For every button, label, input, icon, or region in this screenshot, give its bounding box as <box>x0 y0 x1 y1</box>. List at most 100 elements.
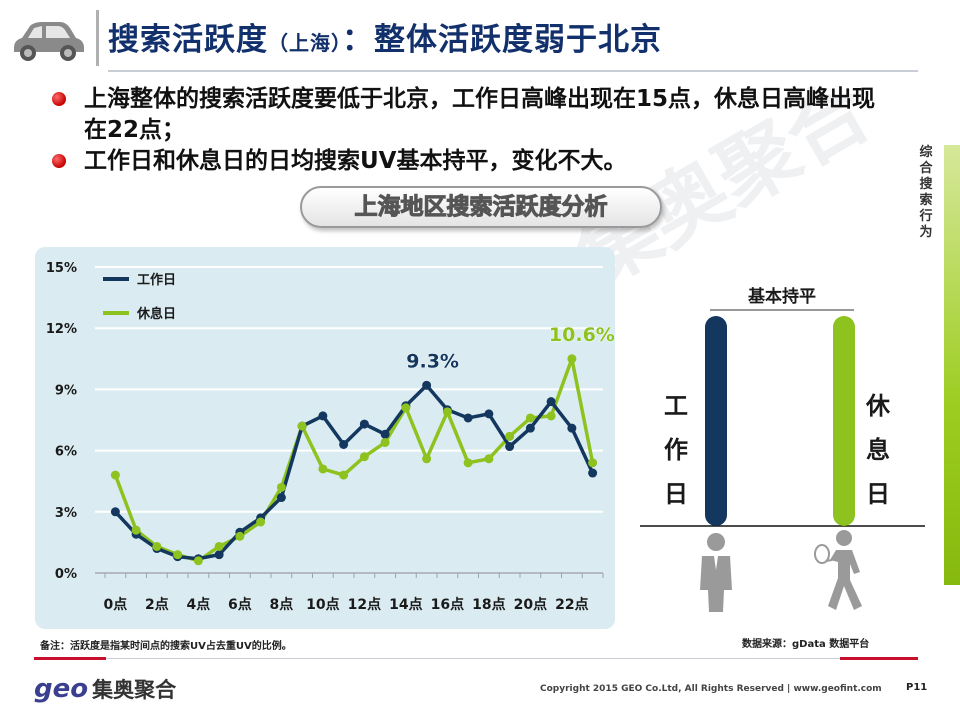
data-point <box>546 397 556 407</box>
category-label-char: 休 <box>865 392 891 420</box>
data-point <box>588 468 598 478</box>
side-accent-bar <box>944 145 960 585</box>
data-point <box>193 556 203 566</box>
data-point <box>359 452 369 462</box>
data-point <box>505 431 515 441</box>
x-tick-label: 22点 <box>555 596 588 613</box>
data-point <box>380 429 390 439</box>
category-label-char: 息 <box>866 436 890 464</box>
data-label: 9.3% <box>406 350 459 372</box>
y-tick-label: 9% <box>55 383 77 398</box>
data-point <box>318 411 328 421</box>
x-tick-label: 20点 <box>514 596 547 613</box>
legend-label: 休息日 <box>136 306 176 322</box>
data-point <box>152 541 162 551</box>
data-point <box>235 531 245 541</box>
logo-geo: geo <box>34 674 89 704</box>
data-point <box>110 470 120 480</box>
category-label-char: 日 <box>664 480 688 508</box>
x-tick-label: 2点 <box>145 596 169 613</box>
bullet-text: 工作日和休息日的日均搜索UV基本持平，变化不大。 <box>84 148 627 174</box>
data-point <box>422 454 432 464</box>
page-number: P11 <box>906 682 928 693</box>
footer-accent-right <box>840 657 918 660</box>
bullet-item: 工作日和休息日的日均搜索UV基本持平，变化不大。 <box>50 146 890 177</box>
data-point <box>567 423 577 433</box>
section-title: 上海地区搜索活跃度分析 <box>300 186 662 228</box>
x-tick-label: 18点 <box>472 596 505 613</box>
data-point <box>256 517 266 527</box>
data-point <box>401 403 411 413</box>
tennis-player-icon <box>814 530 862 610</box>
comparison-title: 基本持平 <box>747 286 816 307</box>
bar <box>705 316 727 526</box>
x-tick-label: 16点 <box>431 596 464 613</box>
x-tick-label: 6点 <box>228 596 252 613</box>
data-point <box>214 550 224 560</box>
data-point <box>276 493 286 503</box>
y-tick-label: 12% <box>46 322 77 337</box>
y-tick-label: 0% <box>55 567 77 582</box>
bullet-text: 上海整体的搜索活跃度要低于北京，工作日高峰出现在15点，休息日高峰出现在22点； <box>84 86 876 143</box>
title-divider <box>96 10 99 66</box>
x-tick-label: 10点 <box>306 596 339 613</box>
businessman-icon <box>700 533 732 612</box>
data-point <box>339 470 349 480</box>
page-title: 搜索活跃度（上海）：整体活跃度弱于北京 <box>108 14 662 59</box>
bullet-list: 上海整体的搜索活跃度要低于北京，工作日高峰出现在15点，休息日高峰出现在22点；… <box>50 84 890 177</box>
y-tick-label: 6% <box>55 445 77 460</box>
header: 搜索活跃度（上海）：整体活跃度弱于北京 <box>0 0 960 74</box>
data-point <box>359 419 369 429</box>
x-tick-label: 8点 <box>270 596 294 613</box>
bullet-dot-icon <box>52 92 66 106</box>
company-logo: geo 集奥聚合 <box>34 674 176 704</box>
bullet-item: 上海整体的搜索活跃度要低于北京，工作日高峰出现在15点，休息日高峰出现在22点； <box>50 84 890 146</box>
x-tick-label: 4点 <box>187 596 211 613</box>
data-point <box>567 354 577 364</box>
data-point <box>422 380 432 390</box>
data-point <box>484 454 494 464</box>
data-point <box>214 541 224 551</box>
legend-label: 工作日 <box>137 272 176 288</box>
data-source: 数据来源：gData 数据平台 <box>742 639 870 650</box>
y-tick-label: 15% <box>46 261 77 276</box>
footer-rule <box>106 658 918 659</box>
title-underline <box>108 70 918 72</box>
data-point <box>525 413 535 423</box>
data-point <box>525 423 535 433</box>
data-point <box>297 421 307 431</box>
data-point <box>484 409 494 419</box>
footnote: 备注：活跃度是指某时间点的搜索UV占去重UV的比例。 <box>40 641 292 652</box>
data-point <box>110 507 120 517</box>
data-point <box>173 550 183 560</box>
data-point <box>588 458 598 468</box>
category-label-char: 日 <box>866 480 890 508</box>
x-tick-label: 14点 <box>389 596 422 613</box>
logo-cn: 集奥聚合 <box>92 678 177 702</box>
line-chart: 0% 3% 6% 9% 12% 15% 0点 2点 4点 6点 8点 10点 12点 14点 16点 18点 2… <box>46 261 615 613</box>
data-point <box>131 525 141 535</box>
data-point <box>276 482 286 492</box>
data-point <box>505 442 515 452</box>
y-tick-label: 3% <box>55 506 77 521</box>
category-label-char: 工 <box>664 392 688 420</box>
data-point <box>318 464 328 474</box>
data-point <box>463 413 473 423</box>
data-point <box>463 458 473 468</box>
x-tick-label: 0点 <box>104 596 128 613</box>
bullet-dot-icon <box>52 154 66 168</box>
x-tick-label: 12点 <box>348 596 381 613</box>
bar <box>833 316 855 526</box>
title-main: 搜索活跃度 <box>108 22 268 58</box>
title-paren: （上海） <box>268 31 342 55</box>
series-line <box>114 383 595 561</box>
car-icon <box>14 22 84 61</box>
copyright: Copyright 2015 GEO Co.Ltd, All Rights Re… <box>540 684 882 694</box>
data-point <box>442 407 452 417</box>
category-label-char: 作 <box>664 436 688 464</box>
data-point <box>339 439 349 449</box>
footer-accent-left <box>34 657 106 660</box>
data-point <box>546 411 556 421</box>
data-label: 10.6% <box>549 324 615 346</box>
